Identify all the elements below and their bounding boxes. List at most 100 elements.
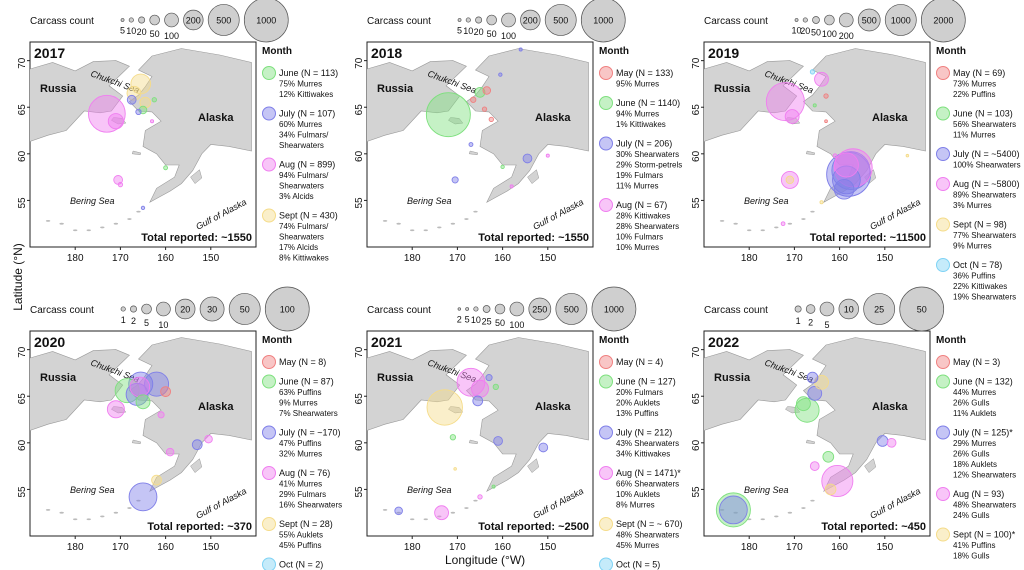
size-legend-circle <box>141 303 152 315</box>
size-legend-value: 200 <box>839 31 854 41</box>
size-legend-circle <box>494 303 506 315</box>
size-legend-circle <box>183 9 204 31</box>
aleutian-island <box>410 518 415 521</box>
carcass-point-aug <box>129 376 151 398</box>
legend-entry-title: Aug (N = ~5800) <box>953 179 1020 189</box>
size-legend-circle <box>199 296 225 322</box>
legend-entry-title: July (N = 206) <box>616 139 672 149</box>
legend-swatch-june <box>262 374 276 389</box>
carcass-point-june <box>449 434 457 441</box>
legend-entry-detail: 22% Puffins <box>953 90 996 99</box>
kodiak-island <box>527 458 540 473</box>
carcass-point-july <box>807 386 823 401</box>
carcass-point-june <box>151 97 157 103</box>
panel-year: 2020 <box>34 334 65 350</box>
carcass-point-june <box>425 92 471 138</box>
size-legend-circle <box>156 301 171 317</box>
russia-landmass <box>367 349 467 431</box>
size-legend-value: 500 <box>216 16 231 26</box>
aleutian-island <box>410 229 415 232</box>
size-legend-circle <box>920 0 966 43</box>
legend-entry-detail: 45% Puffins <box>279 541 322 550</box>
st-lawrence-island <box>448 406 464 414</box>
y-tick-label: 70 <box>354 57 365 69</box>
legend-entry-title: Sept (N = 430) <box>279 211 338 221</box>
size-legend-circle <box>509 301 525 317</box>
y-tick-label: 65 <box>691 104 702 116</box>
size-legend-circle <box>482 305 491 313</box>
legend-entry-detail: 94% Murres <box>616 110 659 119</box>
aleutian-island <box>86 518 91 521</box>
legend-entry-detail: Shearwaters <box>279 233 324 242</box>
carcass-point-aug <box>809 461 820 471</box>
aleutian-island <box>59 511 64 514</box>
carcass-point-aug <box>471 379 489 398</box>
panel-year: 2018 <box>371 45 402 61</box>
size-legend-circle <box>794 305 802 313</box>
nunivak-island <box>805 150 815 156</box>
legend-swatch-may <box>936 66 950 80</box>
label-russia: Russia <box>714 83 751 95</box>
aleutian-island <box>733 222 738 225</box>
aleutian-island <box>113 511 119 514</box>
aleutian-island <box>136 210 141 213</box>
legend-entry-title: May (N = 133) <box>616 68 673 78</box>
carcass-point-july <box>140 205 146 211</box>
size-legend-circle <box>580 0 626 43</box>
aleutian-island <box>382 509 388 511</box>
carcass-point-aug <box>434 505 449 521</box>
legend-entry-title: Oct (N = 5) <box>616 560 660 570</box>
legend-swatch-may <box>936 355 950 369</box>
size-legend-circle <box>812 16 820 24</box>
label-russia: Russia <box>40 372 77 384</box>
legend-entry-title: July (N = ~5400) <box>953 149 1020 159</box>
aleutian-island <box>113 222 119 225</box>
size-legend-circle <box>838 298 859 320</box>
legend-entry-title: May (N = 3) <box>953 357 1000 367</box>
size-legend-value: 2 <box>457 314 462 324</box>
legend-entry-detail: 17% Alcids <box>279 243 318 252</box>
label-bering-sea: Bering Sea <box>407 485 452 495</box>
y-tick-label: 55 <box>17 197 28 209</box>
carcass-point-july <box>394 506 403 516</box>
carcass-point-july <box>833 178 855 200</box>
legend-entry-title: June (N = 132) <box>953 377 1013 387</box>
size-legend-value: 5 <box>144 318 149 328</box>
size-legend-value: 25 <box>482 316 492 326</box>
kodiak-island <box>190 169 203 184</box>
size-legend-circle <box>520 9 541 31</box>
carcass-point-aug <box>117 181 124 188</box>
x-tick-label: 180 <box>741 542 758 553</box>
legend-entry-detail: 29% Fulmars <box>279 490 326 499</box>
carcass-point-july <box>498 72 503 77</box>
size-legend-circle <box>149 14 160 26</box>
size-legend-value: 1000 <box>593 16 613 26</box>
x-tick-label: 160 <box>157 542 174 553</box>
aleutian-island <box>747 229 752 232</box>
y-tick-label: 70 <box>354 346 365 358</box>
x-tick-label: 150 <box>539 542 556 553</box>
carcass-point-may <box>481 106 488 112</box>
panel-total: Total reported: ~1550 <box>141 232 252 244</box>
carcass-point-sept <box>819 200 824 205</box>
carcass-point-june <box>163 165 169 171</box>
size-legend-value: 2 <box>808 317 813 327</box>
size-legend-circle <box>120 18 125 22</box>
size-legend-value: 5 <box>457 26 462 36</box>
x-axis-title: Longitude (°W) <box>445 553 526 567</box>
legend-entry-detail: 10% Fulmars <box>616 233 663 242</box>
size-legend-circle <box>805 304 816 314</box>
size-legend: Carcass count 1 2 5 10 20 30 50 100 <box>30 286 310 332</box>
legend-entry-detail: 47% Puffins <box>279 439 322 448</box>
land-layer <box>367 337 589 521</box>
y-tick-label: 65 <box>17 393 28 405</box>
legend-entry-detail: 9% Murres <box>953 242 992 251</box>
carcass-point-june <box>500 164 505 170</box>
y-tick-label: 65 <box>354 393 365 405</box>
nunivak-island <box>131 150 141 156</box>
alaska-landmass <box>465 48 589 204</box>
legend-swatch-aug <box>599 466 613 480</box>
